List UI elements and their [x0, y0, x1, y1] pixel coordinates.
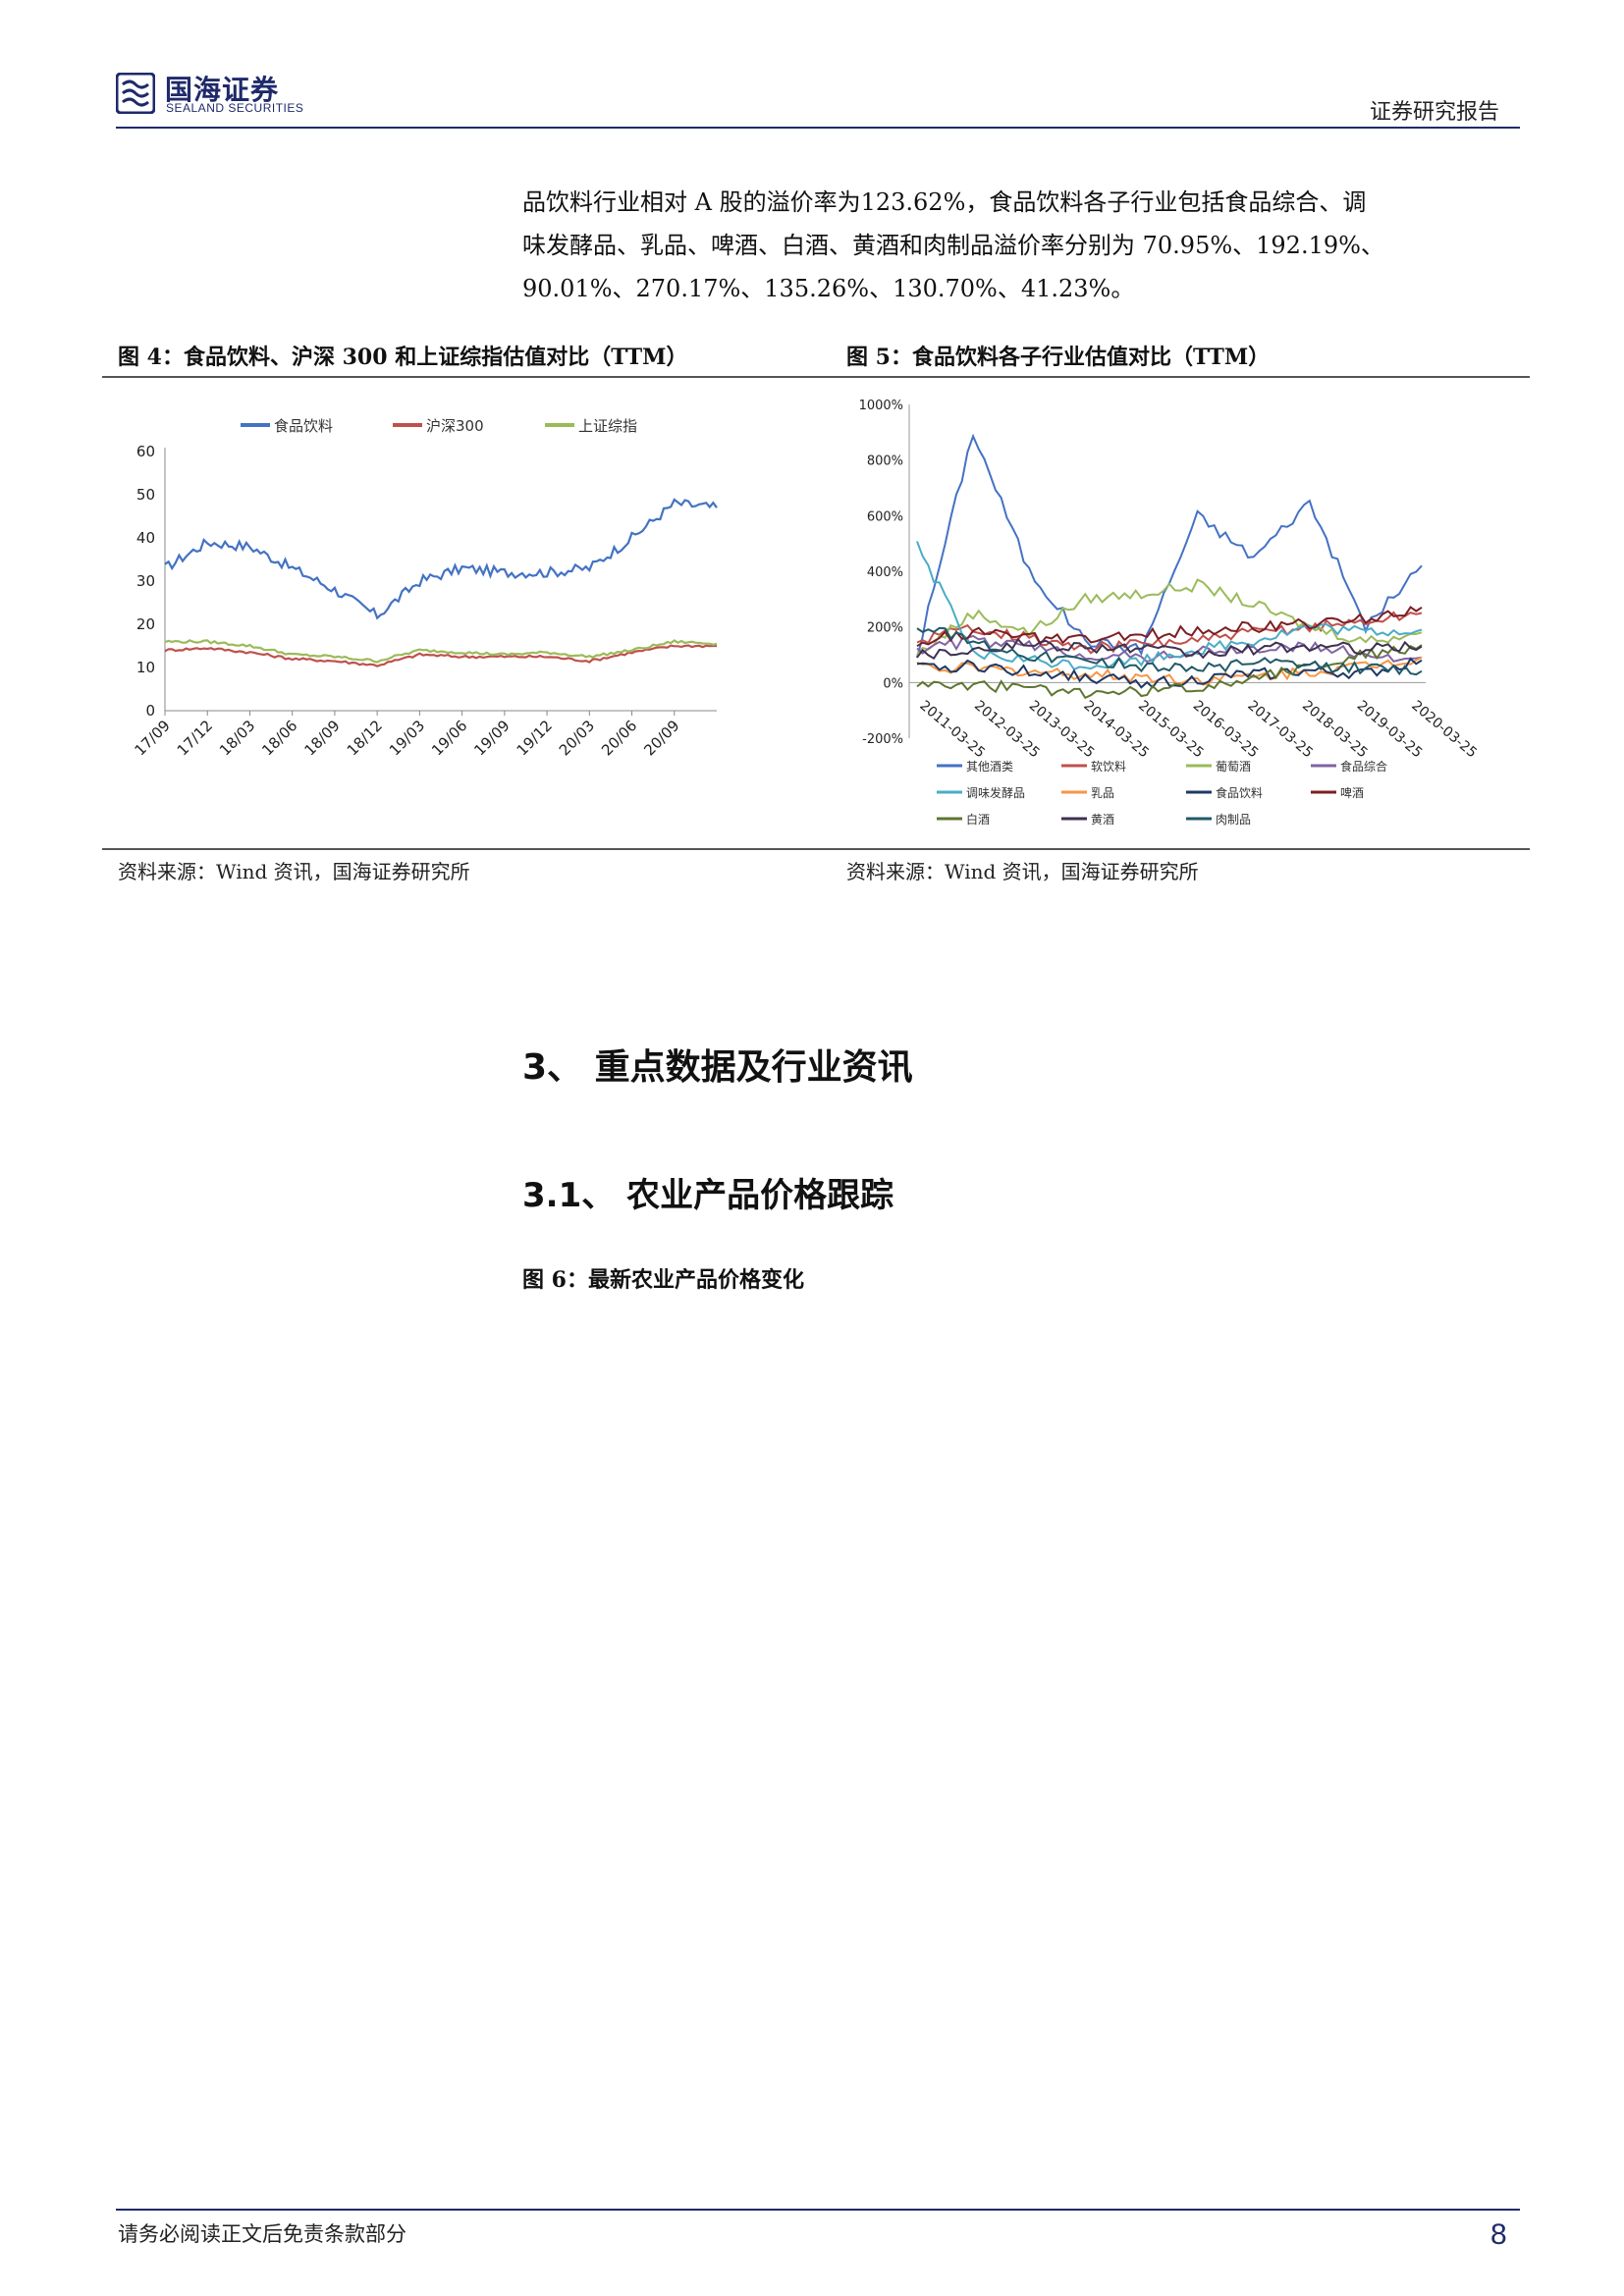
series-line — [916, 611, 1423, 655]
series-line — [164, 498, 718, 620]
paragraph-line: 90.01%、270.17%、135.26%、130.70%、41.23%。 — [522, 275, 1135, 302]
paragraph-line: 品饮料行业相对 A 股的溢价率为123.62%，食品饮料各子行业包括食品综合、调 — [522, 188, 1367, 216]
figure4-source: 资料来源：Wind 资讯，国海证券研究所 — [118, 860, 470, 883]
x-tick-label: 17/09 — [132, 717, 174, 759]
y-tick-label: 60 — [136, 443, 155, 460]
x-tick-label: 19/06 — [428, 717, 470, 759]
legend-label: 调味发酵品 — [966, 785, 1025, 800]
figure6-title: 图 6：最新农业产品价格变化 — [522, 1267, 804, 1293]
body-paragraph: 品饮料行业相对 A 股的溢价率为123.62%，食品饮料各子行业包括食品综合、调… — [522, 181, 1524, 310]
y-tick-label: 0% — [883, 676, 903, 691]
legend-label: 啤酒 — [1340, 785, 1364, 800]
plot-area — [916, 433, 1423, 700]
series-line — [916, 644, 1423, 700]
figure4-title: 图 4：食品饮料、沪深 300 和上证综指估值对比（TTM） — [118, 345, 688, 370]
series-line — [916, 433, 1423, 659]
y-tick-label: 30 — [136, 572, 155, 590]
legend-label: 乳品 — [1091, 786, 1114, 800]
section-3-heading: 3、 重点数据及行业资讯 — [522, 1047, 913, 1088]
figure5-title: 图 5：食品饮料各子行业估值对比（TTM） — [846, 345, 1271, 370]
brand-name-cn: 国海证券 — [165, 74, 280, 106]
legend-label: 食品综合 — [1340, 759, 1387, 774]
y-tick-label: 0 — [145, 702, 155, 720]
legend-label: 沪深300 — [426, 417, 484, 435]
legend-label: 食品饮料 — [274, 417, 333, 435]
x-tick-label: 18/03 — [216, 717, 258, 759]
series-line — [916, 541, 1423, 671]
x-tick-label: 18/06 — [258, 717, 300, 759]
figures-top-rule — [102, 376, 1530, 378]
series-line — [916, 656, 1423, 686]
header-divider — [116, 127, 1520, 129]
series-line — [164, 644, 717, 667]
legend-label: 肉制品 — [1216, 813, 1251, 827]
paragraph-line: 味发酵品、乳品、啤酒、白酒、黄酒和肉制品溢价率分别为 70.95%、192.19… — [522, 232, 1384, 259]
figure5-source: 资料来源：Wind 资讯，国海证券研究所 — [846, 860, 1199, 883]
y-tick-label: -200% — [862, 732, 903, 747]
legend-label: 上证综指 — [578, 417, 637, 435]
sealand-logo-icon — [116, 73, 155, 114]
report-type: 证券研究报告 — [1370, 100, 1500, 125]
legend-label: 其他酒类 — [966, 760, 1013, 774]
x-tick-label: 20/03 — [556, 717, 598, 759]
x-tick-label: 19/03 — [386, 717, 428, 759]
legend-label: 软饮料 — [1091, 760, 1126, 774]
legend-label: 黄酒 — [1091, 813, 1114, 827]
section-3-1-heading: 3.1、 农业产品价格跟踪 — [522, 1176, 894, 1215]
y-tick-label: 40 — [136, 529, 155, 547]
y-tick-label: 10 — [136, 659, 155, 676]
series-line — [916, 626, 1423, 676]
y-tick-label: 50 — [136, 486, 155, 504]
x-tick-label: 19/09 — [470, 717, 513, 759]
y-tick-label: 600% — [867, 509, 903, 524]
disclaimer-note: 请务必阅读正文后免责条款部分 — [118, 2222, 406, 2246]
legend-label: 白酒 — [966, 812, 990, 827]
series-line — [916, 657, 1423, 689]
x-tick-label: 19/12 — [514, 717, 556, 759]
x-tick-label: 20/06 — [598, 717, 640, 759]
y-tick-label: 800% — [867, 454, 903, 469]
series-line — [916, 634, 1423, 664]
footer-divider — [116, 2209, 1520, 2211]
series-line — [164, 639, 718, 664]
figure5-chart: -200%0%200%400%600%800%1000%2011-03-2520… — [859, 399, 1480, 827]
x-tick-label: 20/09 — [640, 717, 682, 759]
x-tick-label: 18/12 — [344, 717, 386, 759]
y-tick-label: 200% — [867, 621, 903, 636]
brand-name-en: SEALAND SECURITIES — [166, 101, 304, 115]
series-line — [916, 578, 1423, 657]
series-line — [916, 606, 1423, 648]
legend-label: 葡萄酒 — [1216, 760, 1251, 774]
x-tick-label: 18/09 — [300, 717, 343, 759]
figures-bottom-rule — [102, 848, 1530, 850]
legend-label: 食品饮料 — [1216, 785, 1263, 800]
y-tick-label: 20 — [136, 615, 155, 633]
page-number: 8 — [1490, 2218, 1507, 2251]
y-tick-label: 400% — [867, 565, 903, 580]
x-tick-label: 17/12 — [174, 717, 216, 759]
y-tick-label: 1000% — [859, 399, 903, 413]
